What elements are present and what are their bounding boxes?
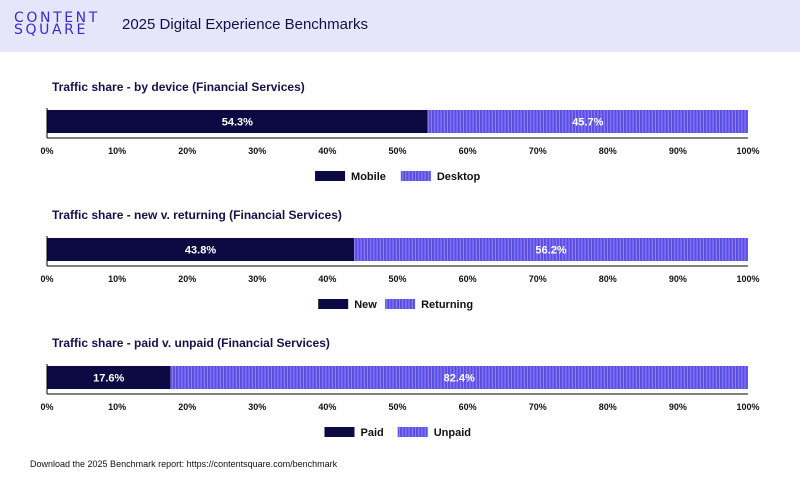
- legend-label-desktop: Desktop: [437, 171, 481, 183]
- legend-swatch-returning: [385, 299, 416, 309]
- tick-label-paid-unpaid: 90%: [669, 402, 687, 412]
- bar-device-mobile: [47, 110, 428, 133]
- logo-line-1: CONTENT: [14, 10, 100, 26]
- data-label-device-desktop: 45.7%: [572, 117, 603, 129]
- tick-label-device: 70%: [529, 146, 547, 156]
- tick-label-new-returning: 40%: [318, 274, 336, 284]
- legend-label-unpaid: Unpaid: [434, 427, 471, 439]
- bar-paid-unpaid-unpaid: [170, 366, 749, 389]
- legend-swatch-unpaid: [397, 427, 428, 437]
- tick-label-new-returning: 50%: [388, 274, 406, 284]
- tick-label-new-returning: 90%: [669, 274, 687, 284]
- tick-label-new-returning: 0%: [40, 274, 53, 284]
- tick-label-device: 40%: [318, 146, 336, 156]
- tick-label-device: 50%: [388, 146, 406, 156]
- legend-label-paid: Paid: [361, 427, 384, 439]
- tick-label-device: 60%: [459, 146, 477, 156]
- logo-line-2: SQUARE: [14, 22, 88, 38]
- tick-label-paid-unpaid: 30%: [248, 402, 266, 412]
- tick-label-paid-unpaid: 60%: [459, 402, 477, 412]
- bar-device-desktop: [427, 110, 748, 133]
- tick-label-paid-unpaid: 40%: [318, 402, 336, 412]
- legend-label-new: New: [354, 299, 377, 311]
- chart-title-device: Traffic share - by device (Financial Ser…: [52, 80, 305, 94]
- chart-title-new-returning: Traffic share - new v. returning (Financ…: [52, 208, 342, 222]
- tick-label-device: 30%: [248, 146, 266, 156]
- legend-swatch-desktop: [400, 171, 431, 181]
- legend-swatch-paid: [324, 427, 355, 437]
- tick-label-device: 80%: [599, 146, 617, 156]
- chart-title-paid-unpaid: Traffic share - paid v. unpaid (Financia…: [52, 336, 330, 350]
- report-title: 2025 Digital Experience Benchmarks: [122, 16, 368, 33]
- contentsquare-logo: CONTENT SQUARE: [14, 10, 100, 38]
- tick-label-device: 10%: [108, 146, 126, 156]
- tick-label-paid-unpaid: 20%: [178, 402, 196, 412]
- data-label-paid-unpaid-unpaid: 82.4%: [444, 373, 475, 385]
- bar-paid-unpaid-paid: [47, 366, 171, 389]
- data-label-device-mobile: 54.3%: [222, 117, 253, 129]
- tick-label-paid-unpaid: 50%: [388, 402, 406, 412]
- legend-label-mobile: Mobile: [351, 171, 386, 183]
- legend-label-returning: Returning: [421, 299, 473, 311]
- tick-label-new-returning: 80%: [599, 274, 617, 284]
- tick-label-paid-unpaid: 100%: [736, 402, 759, 412]
- legend-swatch-new: [318, 299, 349, 309]
- tick-label-device: 100%: [736, 146, 759, 156]
- tick-label-new-returning: 20%: [178, 274, 196, 284]
- tick-label-paid-unpaid: 0%: [40, 402, 53, 412]
- bar-new-returning-new: [47, 238, 355, 261]
- tick-label-device: 90%: [669, 146, 687, 156]
- tick-label-new-returning: 70%: [529, 274, 547, 284]
- tick-label-paid-unpaid: 70%: [529, 402, 547, 412]
- footer-note: Download the 2025 Benchmark report: http…: [30, 459, 338, 469]
- tick-label-paid-unpaid: 10%: [108, 402, 126, 412]
- tick-label-device: 20%: [178, 146, 196, 156]
- tick-label-new-returning: 60%: [459, 274, 477, 284]
- tick-label-device: 0%: [40, 146, 53, 156]
- legend-swatch-mobile: [315, 171, 346, 181]
- tick-label-new-returning: 30%: [248, 274, 266, 284]
- tick-label-new-returning: 10%: [108, 274, 126, 284]
- data-label-new-returning-new: 43.8%: [185, 245, 216, 257]
- bar-new-returning-returning: [354, 238, 748, 261]
- tick-label-new-returning: 100%: [736, 274, 759, 284]
- data-label-paid-unpaid-paid: 17.6%: [93, 373, 124, 385]
- report-header: CONTENT SQUARE 2025 Digital Experience B…: [0, 0, 800, 52]
- tick-label-paid-unpaid: 80%: [599, 402, 617, 412]
- data-label-new-returning-returning: 56.2%: [535, 245, 566, 257]
